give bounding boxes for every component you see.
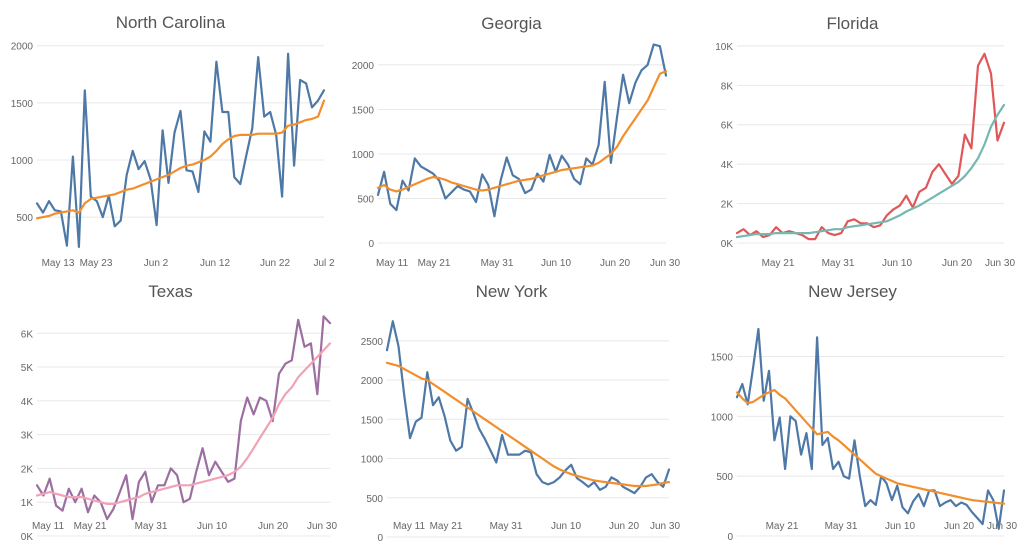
chart-plot: 0 500 1000 1500 2000 May 11 May 21 May 31 Jun 10…	[352, 43, 680, 269]
y-tick-label: 0K	[721, 239, 734, 250]
x-tick-label: May 31	[825, 521, 858, 532]
chart-north-carolina: North Carolina 500 1000 1500 2000 May 13 May …	[0, 0, 341, 273]
x-tick-label: May 11	[393, 521, 425, 532]
y-tick-label: 2000	[352, 61, 375, 72]
x-tick-label: May 31	[490, 521, 523, 532]
x-tick-label: Jun 22	[260, 258, 290, 269]
y-tick-label: 0	[727, 532, 733, 543]
y-tick-label: 1000	[361, 455, 384, 466]
x-tick-label: Jun 10	[541, 258, 571, 269]
chart-new-york: New York 0 500 1000 1500 2000 2500 May 11 May 2…	[341, 273, 682, 546]
x-tick-label: Jun 20	[942, 258, 972, 269]
x-tick-label: Jun 20	[609, 521, 639, 532]
moving-average-line	[35, 99, 326, 220]
y-tick-label: 4K	[21, 397, 34, 408]
chart-plot: 0K 2K 4K 6K 8K 10K May 21 May 31 Jun 10 Jun 20 Jun…	[715, 42, 1015, 269]
x-tick-label: Jun 20	[258, 521, 288, 532]
y-tick-label: 500	[16, 213, 33, 224]
chart-florida: Florida 0K 2K 4K 6K 8K 10K May 21 May 31 Jun 10 J…	[682, 0, 1023, 273]
x-tick-label: May 31	[481, 258, 514, 269]
x-tick-label: Jun 30	[307, 521, 337, 532]
chart-texas: Texas 0K 1K 2K 3K 4K 5K 6K May 11 May 21 May 31 Ju…	[0, 273, 341, 546]
x-tick-label: May 31	[822, 258, 855, 269]
y-tick-label: 1000	[11, 156, 34, 167]
x-tick-label: May 21	[762, 258, 795, 269]
x-tick-label: May 31	[135, 521, 168, 532]
x-tick-label: Jun 30	[987, 521, 1017, 532]
y-tick-label: 2K	[21, 464, 34, 475]
y-tick-label: 2500	[361, 337, 384, 348]
x-tick-label: Jun 30	[985, 258, 1015, 269]
x-tick-label: Jun 20	[944, 521, 974, 532]
y-tick-label: 6K	[21, 329, 34, 340]
x-tick-label: May 13	[42, 258, 75, 269]
y-tick-label: 8K	[721, 81, 734, 92]
chart-title: New Jersey	[808, 282, 897, 301]
y-tick-label: 3K	[21, 431, 34, 442]
x-tick-label: Jun 10	[197, 521, 227, 532]
y-tick-label: 0	[368, 239, 374, 250]
x-tick-label: May 21	[418, 258, 451, 269]
x-tick-label: May 21	[430, 521, 463, 532]
y-tick-label: 6K	[721, 121, 734, 132]
y-tick-label: 10K	[715, 42, 733, 53]
chart-georgia: Georgia 0 500 1000 1500 2000 May 11 May 21 May …	[341, 0, 682, 273]
x-tick-label: Jun 30	[650, 258, 680, 269]
chart-title: New York	[475, 282, 548, 301]
moving-average-line	[385, 361, 671, 488]
chart-plot: 0 500 1000 1500 May 21 May 31 Jun 10 Jun 20 Jun …	[711, 327, 1017, 543]
chart-title: Texas	[148, 282, 193, 301]
y-tick-label: 1500	[352, 105, 375, 116]
x-tick-label: Jun 10	[885, 521, 915, 532]
chart-plot: 500 1000 1500 2000 May 13 May 23 Jun 2 Jun 12 Ju…	[11, 42, 335, 269]
y-tick-label: 1500	[711, 352, 734, 363]
chart-plot: 0K 1K 2K 3K 4K 5K 6K May 11 May 21 May 31 Jun 10 Ju…	[21, 315, 337, 543]
daily-cases-line	[735, 52, 1006, 241]
x-tick-label: Jun 20	[600, 258, 630, 269]
y-tick-label: 500	[716, 472, 733, 483]
chart-new-jersey: New Jersey 0 500 1000 1500 May 21 May 31 Jun 1…	[682, 273, 1023, 546]
moving-average-line	[735, 388, 1006, 505]
x-tick-label: May 11	[376, 258, 408, 269]
y-tick-label: 1K	[21, 498, 34, 509]
chart-plot: 0 500 1000 1500 2000 2500 May 11 May 21 May 31 Ju…	[361, 320, 680, 544]
y-tick-label: 5K	[21, 363, 34, 374]
x-tick-label: Jun 30	[650, 521, 680, 532]
x-tick-label: Jun 10	[551, 521, 581, 532]
x-tick-label: May 23	[80, 258, 113, 269]
y-tick-label: 500	[357, 194, 374, 205]
daily-cases-line	[35, 315, 332, 521]
y-tick-label: 1000	[711, 412, 734, 423]
x-tick-label: May 11	[32, 521, 64, 532]
y-tick-label: 2K	[721, 200, 734, 211]
chart-title: North Carolina	[115, 13, 226, 32]
y-tick-label: 2000	[11, 42, 34, 53]
chart-title: Georgia	[481, 14, 542, 33]
x-tick-label: May 21	[74, 521, 107, 532]
moving-average-line	[735, 103, 1006, 239]
y-tick-label: 1500	[11, 99, 34, 110]
daily-cases-line	[376, 43, 668, 218]
x-tick-label: Jun 12	[200, 258, 230, 269]
moving-average-line	[376, 70, 668, 193]
y-tick-label: 1000	[352, 150, 375, 161]
daily-cases-line	[35, 52, 326, 248]
x-tick-label: May 21	[766, 521, 799, 532]
chart-title: Florida	[826, 14, 879, 33]
y-tick-label: 500	[366, 494, 383, 505]
y-tick-label: 0K	[21, 532, 34, 543]
daily-cases-line	[735, 327, 1006, 530]
y-tick-label: 4K	[721, 160, 734, 171]
x-tick-label: Jul 2	[313, 258, 335, 269]
y-tick-label: 2000	[361, 376, 384, 387]
daily-cases-line	[385, 320, 671, 495]
y-tick-label: 0	[377, 533, 383, 544]
x-tick-label: Jun 10	[882, 258, 912, 269]
y-tick-label: 1500	[361, 415, 384, 426]
moving-average-line	[35, 342, 332, 505]
x-tick-label: Jun 2	[144, 258, 169, 269]
